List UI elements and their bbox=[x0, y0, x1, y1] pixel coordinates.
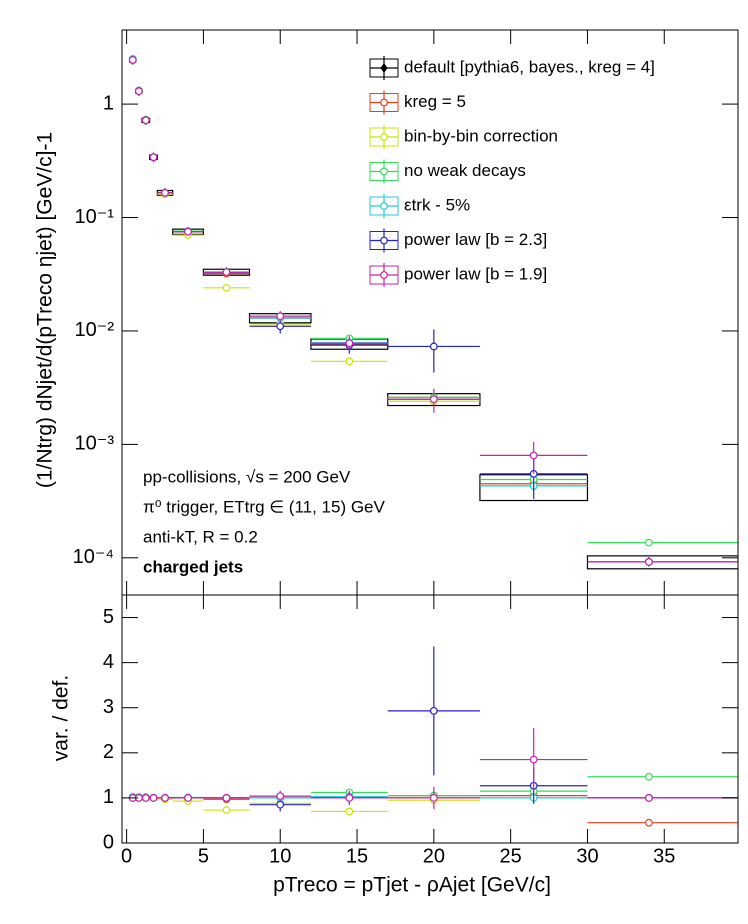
legend-label: no weak decays bbox=[404, 161, 526, 180]
marker bbox=[345, 794, 354, 802]
legend-label: power law [b = 2.3] bbox=[404, 230, 547, 249]
marker bbox=[345, 357, 354, 366]
y-tick-label: 4 bbox=[103, 651, 114, 673]
legend-marker bbox=[380, 236, 388, 245]
marker bbox=[276, 800, 285, 809]
marker bbox=[429, 342, 438, 351]
x-axis-title: pTreco = pTjet - ρAjet [GeV/c] bbox=[273, 874, 551, 897]
marker bbox=[345, 339, 354, 348]
marker bbox=[161, 188, 169, 197]
y-tick-label: 10⁻⁴ bbox=[73, 546, 114, 568]
legend-marker bbox=[380, 63, 388, 73]
annotation: π⁰ trigger, ETtrg ∈ (11, 15) GeV bbox=[143, 497, 386, 516]
marker bbox=[645, 794, 653, 802]
y-tick-label: 2 bbox=[103, 741, 114, 763]
plot-area bbox=[128, 54, 738, 570]
x-tick-label: 15 bbox=[346, 845, 368, 867]
marker bbox=[184, 227, 192, 236]
y-tick-label: 10⁻¹ bbox=[75, 206, 115, 228]
marker bbox=[161, 794, 169, 802]
marker bbox=[149, 794, 158, 802]
x-tick-label: 10 bbox=[269, 845, 291, 867]
x-tick-label: 35 bbox=[653, 845, 675, 867]
legend-label: power law [b = 1.9] bbox=[404, 264, 547, 283]
marker bbox=[429, 706, 438, 715]
marker bbox=[529, 755, 538, 764]
y-tick-label: 3 bbox=[103, 696, 114, 718]
legend-marker bbox=[380, 167, 388, 176]
marker bbox=[645, 538, 653, 547]
y-tick-label: 1 bbox=[103, 92, 114, 114]
x-tick-label: 30 bbox=[576, 845, 598, 867]
y-axis-title: var. / def. bbox=[50, 675, 73, 761]
marker bbox=[141, 116, 150, 125]
legend-label: εtrk - 5% bbox=[404, 195, 470, 214]
marker bbox=[134, 87, 143, 96]
marker bbox=[222, 794, 231, 802]
y-axis-title: (1/Ntrg) dNjet/d(pTreco ηjet) [GeV/c]-1 bbox=[34, 132, 57, 488]
legend-label: default [pythia6, bayes., kreg = 4] bbox=[404, 57, 655, 76]
frame bbox=[121, 594, 739, 844]
annotation: pp-collisions, √s = 200 GeV bbox=[143, 467, 351, 486]
marker bbox=[222, 283, 231, 292]
marker bbox=[222, 268, 231, 277]
marker bbox=[128, 56, 137, 64]
legend-marker bbox=[380, 271, 388, 279]
marker bbox=[429, 395, 438, 404]
annotation: charged jets bbox=[143, 557, 243, 576]
legend-label: kreg = 5 bbox=[404, 92, 466, 111]
marker bbox=[222, 806, 231, 814]
x-tick-label: 20 bbox=[423, 845, 445, 867]
marker bbox=[276, 792, 285, 801]
y-tick-label: 10⁻² bbox=[75, 319, 115, 341]
x-tick-label: 5 bbox=[198, 845, 209, 867]
marker bbox=[645, 558, 653, 566]
marker bbox=[529, 451, 538, 460]
annotation: anti-kT, R = 0.2 bbox=[143, 527, 258, 546]
legend-marker bbox=[380, 133, 388, 141]
plot-area bbox=[122, 646, 738, 827]
marker bbox=[276, 312, 285, 321]
x-tick-label: 25 bbox=[500, 845, 522, 867]
y-tick-label: 10⁻³ bbox=[75, 433, 115, 455]
marker bbox=[149, 153, 158, 162]
marker bbox=[184, 794, 192, 802]
legend-marker bbox=[380, 98, 388, 107]
marker bbox=[345, 807, 354, 816]
x-tick-label: 0 bbox=[121, 845, 132, 867]
y-tick-label: 0 bbox=[103, 831, 114, 853]
marker bbox=[141, 794, 150, 802]
y-tick-label: 5 bbox=[103, 606, 114, 628]
marker bbox=[276, 322, 285, 331]
marker bbox=[645, 772, 653, 781]
legend-marker bbox=[380, 202, 388, 210]
legend-label: bin-by-bin correction bbox=[404, 126, 558, 145]
marker bbox=[645, 818, 653, 827]
y-tick-label: 1 bbox=[103, 786, 114, 808]
marker bbox=[429, 794, 438, 802]
